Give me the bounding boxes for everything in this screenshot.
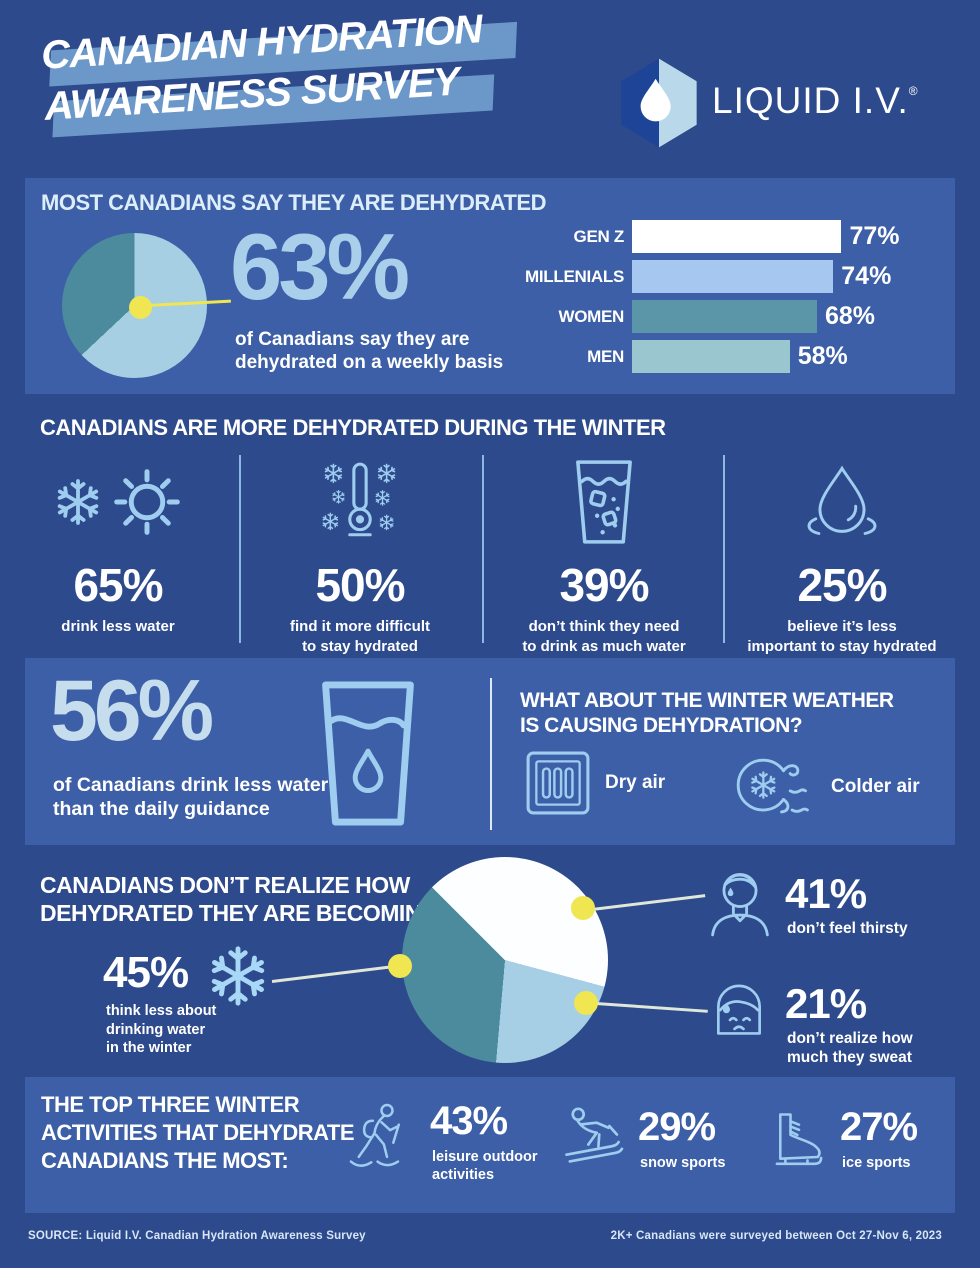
skier-icon (553, 1105, 627, 1169)
pie-callout-dot (571, 896, 595, 920)
stat-29-caption: snow sports (640, 1155, 726, 1171)
stat-63-caption: of Canadians say they are dehydrated on … (235, 329, 504, 374)
cause-colder-air: Colder air (725, 750, 920, 824)
stat-value: 65% (73, 559, 163, 611)
snowflake-sun-icon (3, 452, 233, 552)
demographic-bar-chart: GEN Z 77% MILLENIALS 74% WOMEN 68% MEN 5… (520, 220, 940, 373)
water-drop-ripples-icon (727, 452, 957, 552)
brand-wordmark: LIQUID I.V.® (712, 80, 919, 122)
stat-27-percent: 27% (840, 1105, 918, 1149)
footer-survey-note: 2K+ Canadians were surveyed between Oct … (610, 1230, 942, 1242)
bar-row-millenials: MILLENIALS 74% (520, 260, 940, 293)
ice-skate-icon (765, 1109, 833, 1171)
bar-fill (632, 300, 817, 333)
pie-callout-dot (129, 296, 152, 319)
stat-caption: find it more difficult to stay hydrated (290, 618, 430, 655)
stat-41-percent: 41% (785, 870, 867, 917)
bar-fill (632, 260, 834, 293)
column-divider (723, 455, 725, 643)
winter-stat-difficult: 50% find it more difficult to stay hydra… (245, 452, 475, 656)
sweating-man-face-icon (706, 860, 774, 938)
bar-row-gen-z: GEN Z 77% (520, 220, 940, 253)
pie-callout-dot (388, 954, 412, 978)
glass-of-water-icon (318, 680, 418, 828)
bar-label: GEN Z (573, 226, 625, 246)
bar-row-women: WOMEN 68% (520, 300, 940, 333)
bar-row-men: MEN 58% (520, 340, 940, 373)
stat-27-caption: ice sports (842, 1155, 911, 1171)
section-winter-activities: THE TOP THREE WINTER ACTIVITIES THAT DEH… (25, 1077, 955, 1213)
cause-label: Dry air (605, 772, 666, 793)
bar-value: 74% (841, 262, 892, 290)
brand-name: LIQUID I.V. (712, 80, 909, 121)
bar-fill (632, 220, 842, 253)
registered-mark: ® (908, 84, 919, 98)
vertical-divider (490, 678, 492, 830)
stat-45-percent: 45% (103, 948, 189, 997)
stat-caption: believe it’s less important to stay hydr… (747, 618, 937, 655)
winter-weather-question: WHAT ABOUT THE WINTER WEATHER IS CAUSING… (520, 689, 894, 738)
section-most-dehydrated: MOST CANADIANS SAY THEY ARE DEHYDRATED 6… (25, 178, 955, 394)
sweating-girl-face-icon (706, 976, 772, 1046)
stat-43-percent: 43% (430, 1099, 508, 1143)
stat-43-caption: leisure outdoor activities (432, 1149, 538, 1184)
cold-wind-icon (725, 750, 817, 824)
stat-value: 39% (559, 559, 649, 611)
winter-stat-less-important: 25% believe it’s less important to stay … (727, 452, 957, 656)
callout-line-45 (271, 964, 396, 983)
stat-63-percent: 63% (230, 214, 410, 319)
stat-56-caption: of Canadians drink less water than the d… (53, 774, 329, 820)
footer-source: SOURCE: Liquid I.V. Canadian Hydration A… (28, 1230, 366, 1242)
cause-label: Colder air (831, 776, 920, 797)
stat-21-percent: 21% (785, 980, 867, 1027)
column-divider (239, 455, 241, 643)
liquid-iv-logo-icon (617, 57, 701, 149)
section-heading: THE TOP THREE WINTER ACTIVITIES THAT DEH… (41, 1092, 355, 1174)
stat-caption: don’t think they need to drink as much w… (522, 618, 686, 655)
section-realize-heading: CANADIANS DON’T REALIZE HOW DEHYDRATED T… (40, 872, 445, 926)
water-glass-icon (489, 452, 719, 552)
bar-label: MEN (587, 346, 624, 366)
page-title: CANADIAN HYDRATION AWARENESS SURVEY (40, 7, 518, 138)
bar-value: 77% (849, 222, 900, 250)
stat-caption: drink less water (61, 618, 175, 635)
stat-56-percent: 56% (50, 663, 214, 759)
winter-stat-drink-less: 65% drink less water (3, 452, 233, 637)
stat-41-caption: don’t feel thirsty (787, 920, 908, 937)
bar-value: 58% (797, 342, 848, 370)
bar-fill (632, 340, 790, 373)
bar-label: WOMEN (558, 306, 624, 326)
stat-value: 50% (315, 559, 405, 611)
section-winter-heading: CANADIANS ARE MORE DEHYDRATED DURING THE… (40, 415, 666, 440)
air-vent-icon (525, 750, 591, 816)
stat-29-percent: 29% (638, 1105, 716, 1149)
winter-stat-less-need: 39% don’t think they need to drink as mu… (489, 452, 719, 656)
realize-pie-chart (402, 857, 608, 1063)
snowflake-icon (207, 945, 269, 1007)
snowshoeing-person-icon (343, 1095, 409, 1181)
cause-dry-air: Dry air (525, 750, 665, 816)
section-daily-guidance: 56% of Canadians drink less water than t… (25, 658, 955, 845)
pie-callout-dot (574, 991, 598, 1015)
stat-21-caption: don’t realize how much they sweat (787, 1030, 913, 1067)
stat-45-caption: think less about drinking water in the w… (106, 1003, 217, 1057)
bar-label: MILLENIALS (525, 266, 624, 286)
stat-value: 25% (797, 559, 887, 611)
callout-line-21 (595, 1002, 708, 1013)
section-heading: MOST CANADIANS SAY THEY ARE DEHYDRATED (41, 190, 547, 215)
cold-thermometer-icon (245, 452, 475, 552)
bar-value: 68% (824, 302, 875, 330)
callout-line-41 (591, 894, 706, 911)
column-divider (482, 455, 484, 643)
